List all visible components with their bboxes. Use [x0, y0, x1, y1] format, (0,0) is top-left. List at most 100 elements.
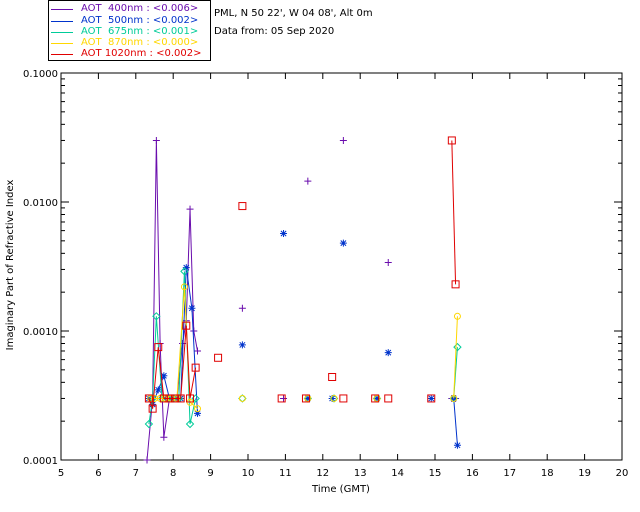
legend-item-400nm: AOT 400nm : <0.006>: [51, 3, 198, 15]
data-point: [277, 394, 286, 403]
series-layer: [143, 136, 462, 464]
data-point: [190, 327, 198, 335]
y-tick-label: 0.0010: [23, 327, 58, 338]
legend-item-675nm: AOT 675nm : <0.001>: [51, 26, 198, 38]
data-point: [194, 409, 202, 417]
data-point: [214, 353, 223, 362]
x-tick-label: 6: [95, 468, 101, 479]
data-point: [180, 283, 188, 291]
legend-swatch: [51, 42, 73, 44]
series-3: [147, 283, 461, 413]
data-point: [160, 372, 168, 380]
series-4: [144, 136, 460, 413]
data-point: [384, 258, 392, 266]
y-axis-label: Imaginary Part of Refractive Index: [5, 180, 16, 351]
x-tick-label: 20: [616, 468, 629, 479]
x-tick-label: 17: [503, 468, 516, 479]
y-tick-label: 0.0001: [23, 456, 58, 467]
x-tick-label: 18: [541, 468, 554, 479]
x-axis-label: Time (GMT): [311, 484, 370, 495]
data-point: [301, 394, 310, 403]
data-point: [165, 394, 174, 403]
data-point: [152, 312, 161, 321]
data-point: [280, 229, 288, 237]
data-point: [171, 394, 180, 403]
data-point: [185, 419, 195, 429]
x-tick-label: 16: [466, 468, 479, 479]
data-point: [451, 280, 460, 289]
data-point: [453, 441, 461, 449]
data-point: [154, 343, 163, 352]
legend-swatch: [51, 20, 73, 22]
plot-frame: [60, 72, 623, 461]
data-point: [371, 394, 380, 403]
data-point: [339, 136, 347, 144]
data-point: [238, 202, 247, 211]
data-point: [280, 394, 288, 402]
data-point: [328, 372, 337, 381]
legend-item-870nm: AOT 870nm : <0.000>: [51, 37, 198, 49]
legend-swatch: [51, 31, 73, 33]
data-point: [182, 321, 191, 330]
legend-label: AOT 1020nm : <0.002>: [81, 48, 202, 59]
data-point: [188, 304, 196, 312]
legend: AOT 400nm : <0.006> AOT 500nm : <0.002> …: [48, 0, 211, 61]
plot-axes: 5 6 7 8 9 10 11 12 13 14 15 16 17 18 19 20 0.0001 0.0010 0…: [23, 69, 628, 479]
x-tick-label: 9: [207, 468, 213, 479]
data-point: [186, 394, 195, 403]
data-point: [304, 177, 312, 185]
data-point: [330, 394, 338, 402]
legend-item-1020nm: AOT 1020nm : <0.002>: [51, 48, 201, 60]
data-point: [450, 394, 458, 402]
legend-label: AOT 500nm : <0.002>: [81, 15, 199, 26]
series-1: [145, 229, 461, 449]
data-point: [191, 363, 200, 372]
data-point: [238, 304, 246, 312]
data-point: [186, 205, 194, 213]
data-point: [148, 404, 157, 413]
data-point: [194, 347, 202, 355]
data-point: [453, 342, 462, 352]
data-point: [180, 267, 189, 276]
x-tick-label: 12: [316, 468, 329, 479]
data-point: [373, 394, 381, 402]
date-info: Data from: 05 Sep 2020: [214, 26, 335, 37]
legend-swatch: [51, 53, 73, 55]
data-point: [159, 394, 168, 403]
data-point: [427, 394, 435, 402]
data-point: [339, 394, 348, 403]
series-line: [453, 316, 458, 399]
y-tick-label: 0.0100: [23, 198, 58, 209]
x-tick-label: 10: [242, 468, 255, 479]
series-line: [453, 398, 458, 446]
data-point: [182, 264, 190, 272]
data-point: [328, 394, 336, 402]
x-tick-label: 5: [58, 468, 64, 479]
data-point: [453, 312, 461, 320]
data-point: [154, 386, 162, 394]
data-point: [238, 394, 246, 402]
x-tick-label: 7: [133, 468, 139, 479]
data-point: [339, 239, 347, 247]
site-info: PML, N 50 22', W 04 08', Alt 0m: [214, 8, 373, 19]
data-point: [427, 394, 436, 403]
series-line: [451, 140, 457, 285]
data-point: [384, 394, 393, 403]
x-tick-label: 15: [429, 468, 442, 479]
legend-label: AOT 675nm : <0.001>: [81, 26, 199, 37]
data-point: [447, 136, 456, 145]
data-point: [144, 419, 154, 429]
x-tick-label: 11: [279, 468, 292, 479]
data-point: [384, 349, 392, 357]
y-tick-label: 0.1000: [23, 69, 58, 80]
legend-label: AOT 400nm : <0.006>: [81, 3, 199, 14]
data-point: [152, 136, 160, 144]
x-tick-label: 14: [391, 468, 404, 479]
data-point: [304, 394, 312, 402]
data-point: [176, 394, 185, 403]
data-point: [194, 405, 202, 413]
x-tick-label: 13: [354, 468, 367, 479]
data-point: [160, 433, 168, 441]
legend-swatch: [51, 8, 73, 10]
